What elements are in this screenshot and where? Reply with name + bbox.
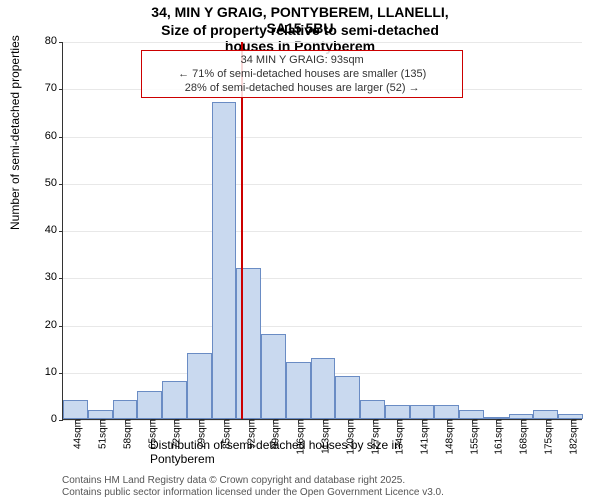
x-tick-mark [273,419,274,423]
histogram-bar [335,376,360,419]
x-tick-label: 182sqm [562,419,579,455]
histogram-bar [459,410,484,419]
chart-container: 34, MIN Y GRAIG, PONTYBEREM, LLANELLI, S… [0,0,600,500]
x-tick-mark [348,419,349,423]
x-tick-mark [447,419,448,423]
y-tick-label: 50 [45,177,63,189]
y-tick-label: 60 [45,130,63,142]
x-tick-mark [150,419,151,423]
annotation-line: 34 MIN Y GRAIG: 93sqm [148,53,456,67]
histogram-bar [162,381,187,419]
histogram-bar [236,268,261,419]
x-tick-mark [373,419,374,423]
histogram-bar [286,362,311,419]
histogram-bar [311,358,336,419]
histogram-bar [434,405,459,419]
y-tick-label: 40 [45,224,63,236]
x-tick-mark [496,419,497,423]
x-tick-label: 161sqm [488,419,505,455]
grid-line [63,231,582,232]
x-tick-label: 175sqm [537,419,554,455]
x-tick-mark [224,419,225,423]
histogram-bar [187,353,212,419]
x-tick-mark [298,419,299,423]
y-tick-label: 10 [45,366,63,378]
x-tick-mark [125,419,126,423]
x-tick-mark [199,419,200,423]
histogram-bar [88,410,113,419]
grid-line [63,184,582,185]
y-axis-label: Number of semi-detached properties [8,35,22,230]
footer-line-2: Contains public sector information licen… [62,487,444,498]
x-tick-mark [571,419,572,423]
x-tick-label: 168sqm [513,419,530,455]
histogram-bar [410,405,435,419]
y-tick-label: 70 [45,82,63,94]
grid-line [63,137,582,138]
histogram-bar [385,405,410,419]
y-tick-label: 80 [45,35,63,47]
x-tick-mark [75,419,76,423]
y-tick-mark [59,326,63,327]
grid-line [63,278,582,279]
histogram-bar [63,400,88,419]
x-tick-mark [546,419,547,423]
x-tick-label: 51sqm [92,419,109,449]
x-tick-mark [323,419,324,423]
y-tick-mark [59,42,63,43]
annotation-line: 28% of semi-detached houses are larger (… [148,81,456,95]
x-tick-mark [397,419,398,423]
x-tick-mark [422,419,423,423]
histogram-bar [261,334,286,419]
y-tick-label: 20 [45,319,63,331]
x-tick-label: 155sqm [463,419,480,455]
reference-line [241,42,243,419]
y-tick-label: 30 [45,271,63,283]
histogram-bar [113,400,138,419]
y-tick-mark [59,420,63,421]
y-tick-mark [59,278,63,279]
histogram-bar [137,391,162,419]
y-tick-mark [59,137,63,138]
y-tick-mark [59,373,63,374]
histogram-bar [212,102,237,419]
x-tick-mark [174,419,175,423]
histogram-bar [533,410,558,419]
annotation-box: 34 MIN Y GRAIG: 93sqm← 71% of semi-detac… [141,50,463,99]
y-tick-mark [59,231,63,232]
x-tick-mark [472,419,473,423]
x-tick-mark [249,419,250,423]
grid-line [63,42,582,43]
annotation-line: ← 71% of semi-detached houses are smalle… [148,67,456,81]
x-axis-label: Distribution of semi-detached houses by … [150,438,450,466]
x-tick-mark [521,419,522,423]
plot-area: 0102030405060708044sqm51sqm58sqm65sqm72s… [62,42,582,420]
footer-line-1: Contains HM Land Registry data © Crown c… [62,475,405,486]
y-tick-mark [59,89,63,90]
y-tick-label: 0 [51,413,63,425]
grid-line [63,326,582,327]
x-tick-label: 44sqm [67,419,84,449]
x-tick-label: 58sqm [116,419,133,449]
y-tick-mark [59,184,63,185]
histogram-bar [360,400,385,419]
x-tick-mark [100,419,101,423]
